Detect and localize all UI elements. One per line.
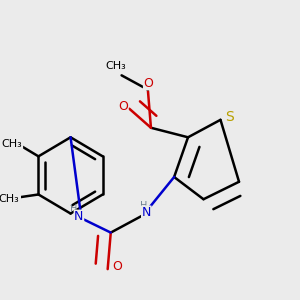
Text: CH₃: CH₃ — [0, 194, 20, 204]
Text: S: S — [225, 110, 233, 124]
Text: CH₃: CH₃ — [2, 139, 22, 148]
Text: O: O — [143, 77, 153, 90]
Text: H: H — [140, 201, 147, 211]
Text: O: O — [112, 260, 122, 273]
Text: N: N — [142, 206, 151, 219]
Text: H: H — [70, 204, 77, 214]
Text: N: N — [74, 210, 84, 223]
Text: CH₃: CH₃ — [106, 61, 126, 71]
Text: O: O — [118, 100, 128, 113]
